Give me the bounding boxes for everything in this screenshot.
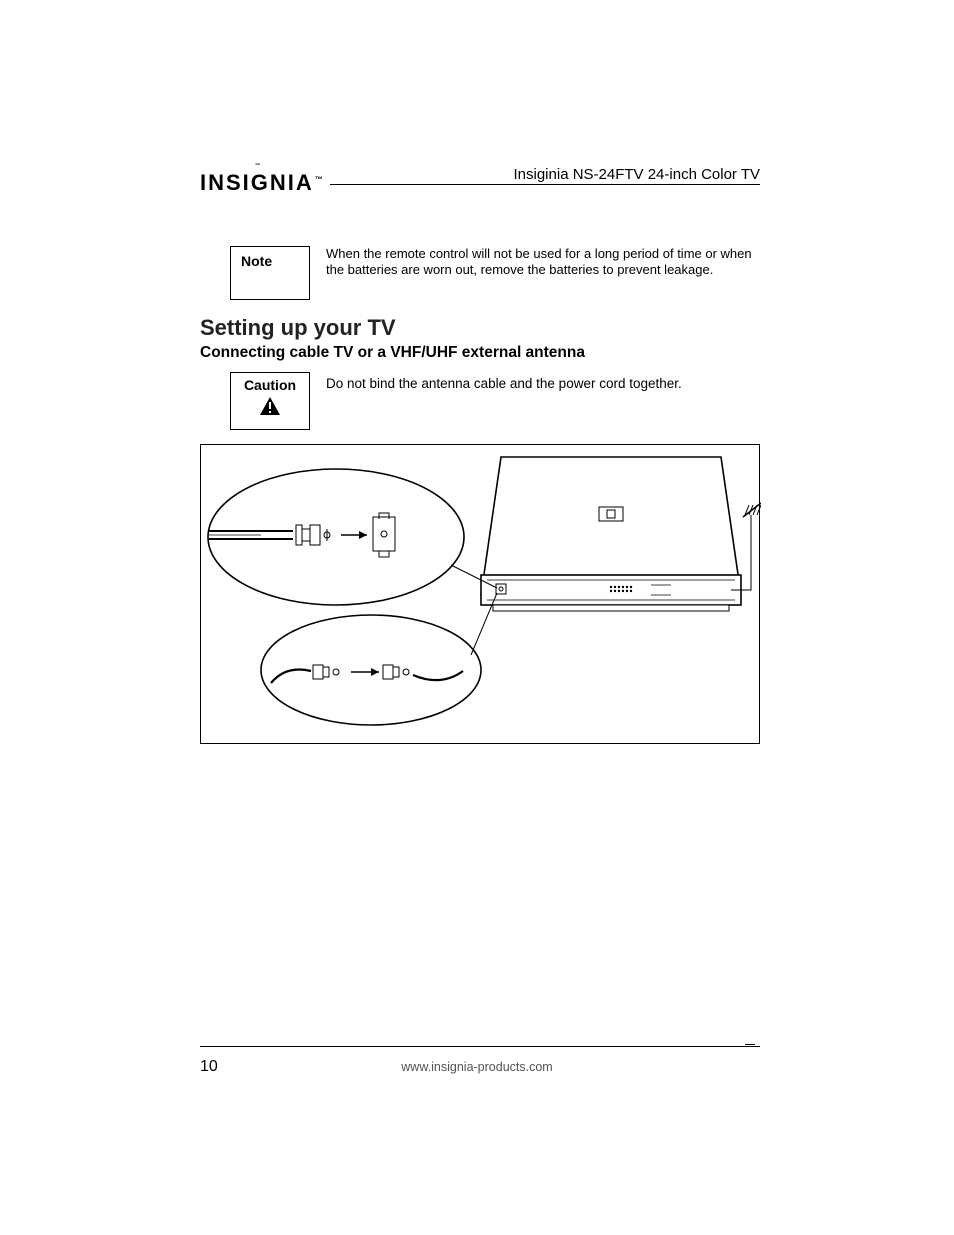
antenna-connection-diagram xyxy=(200,444,760,744)
brand-logo: ‾ INSIGNIA™ xyxy=(200,170,323,196)
caution-label: Caution xyxy=(231,377,309,393)
note-label-box: Note xyxy=(230,246,310,300)
header-rule xyxy=(330,184,760,185)
warning-icon xyxy=(259,396,281,416)
caution-label-box: Caution xyxy=(230,372,310,430)
diagram-svg xyxy=(201,445,761,745)
footer-url: www.insignia-products.com xyxy=(0,1060,954,1074)
manual-page: ‾ INSIGNIA™ Insiginia NS-24FTV 24-inch C… xyxy=(0,0,954,1235)
page-header: ‾ INSIGNIA™ Insiginia NS-24FTV 24-inch C… xyxy=(200,176,760,206)
note-text: When the remote control will not be used… xyxy=(326,246,760,279)
note-callout: Note When the remote control will not be… xyxy=(230,246,760,300)
section-heading: Setting up your TV xyxy=(200,315,396,341)
subsection-heading: Connecting cable TV or a VHF/UHF externa… xyxy=(200,344,585,362)
brand-trademark: ™ xyxy=(315,175,323,184)
footer-rule-accent xyxy=(745,1044,755,1045)
brand-accent-icon: ‾ xyxy=(256,164,261,175)
product-name: Insiginia NS-24FTV 24-inch Color TV xyxy=(514,166,761,183)
footer-rule xyxy=(200,1046,760,1047)
caution-text: Do not bind the antenna cable and the po… xyxy=(326,372,760,391)
note-label: Note xyxy=(241,253,272,269)
caution-callout: Caution Do not bind the antenna cable an… xyxy=(230,372,760,430)
